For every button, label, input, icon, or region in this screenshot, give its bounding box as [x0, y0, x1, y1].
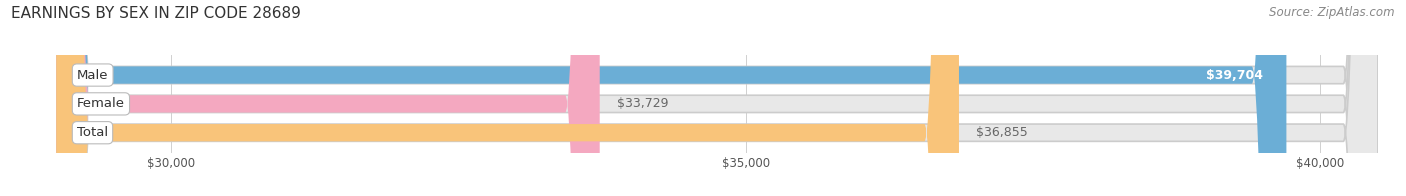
Text: Male: Male: [77, 69, 108, 82]
Text: Female: Female: [77, 97, 125, 110]
Text: EARNINGS BY SEX IN ZIP CODE 28689: EARNINGS BY SEX IN ZIP CODE 28689: [11, 6, 301, 21]
Text: $39,704: $39,704: [1206, 69, 1264, 82]
FancyBboxPatch shape: [56, 0, 1378, 196]
FancyBboxPatch shape: [56, 0, 1378, 196]
Text: Source: ZipAtlas.com: Source: ZipAtlas.com: [1270, 6, 1395, 19]
FancyBboxPatch shape: [56, 0, 1286, 196]
FancyBboxPatch shape: [56, 0, 1378, 196]
Text: $33,729: $33,729: [617, 97, 668, 110]
Text: $36,855: $36,855: [976, 126, 1028, 139]
Text: Total: Total: [77, 126, 108, 139]
FancyBboxPatch shape: [56, 0, 600, 196]
FancyBboxPatch shape: [56, 0, 959, 196]
